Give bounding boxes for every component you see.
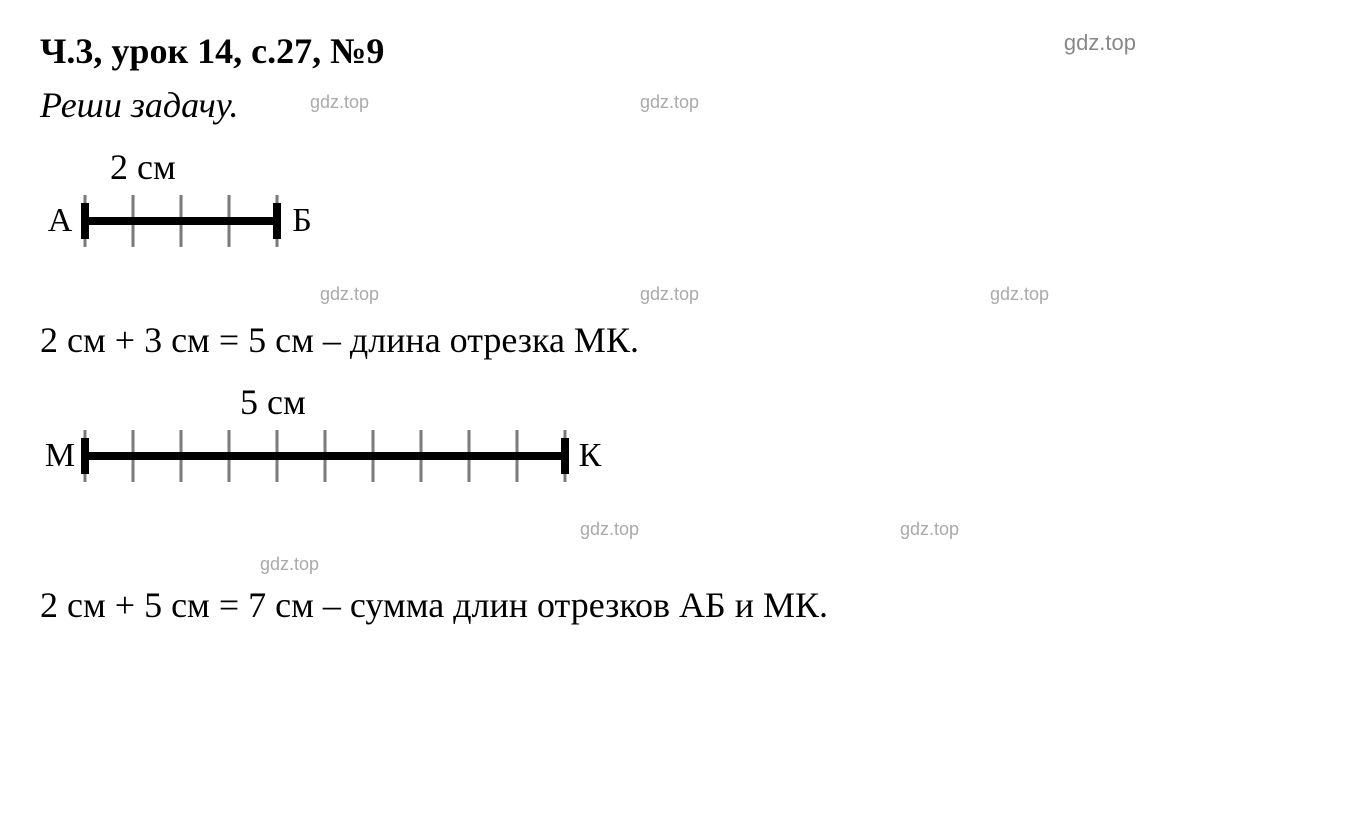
equation-line: 2 см + 5 см = 7 см – сумма длин отрезков… (40, 584, 1316, 626)
watermark-row: gdz.top gdz.top (40, 519, 1316, 549)
watermark: gdz.top (640, 92, 699, 113)
watermark: gdz.top (1064, 30, 1136, 56)
watermark: gdz.top (990, 284, 1049, 305)
watermark: gdz.top (310, 92, 369, 113)
endpoint-label-right: Б (282, 202, 322, 240)
segment-mk: 5 см М К (40, 381, 1316, 484)
watermark: gdz.top (640, 284, 699, 305)
watermark-row: gdz.top (40, 554, 1316, 579)
watermark: gdz.top (900, 519, 959, 540)
endpoint-label-left: А (40, 202, 80, 240)
instruction-text: Реши задачу. (40, 85, 239, 125)
instruction: Реши задачу. gdz.top gdz.top (40, 84, 1316, 126)
segment-ab: 2 см А Б (40, 146, 1316, 249)
equation-text: 2 см + 5 см = 7 см – сумма длин отрезков… (40, 585, 828, 625)
watermark: gdz.top (580, 519, 639, 540)
watermark: gdz.top (260, 554, 319, 575)
segment-length-label: 2 см (110, 146, 1316, 188)
segment-diagram (80, 193, 282, 249)
equation-line: 2 см + 3 см = 5 см – длина отрезка МК. (40, 319, 1316, 361)
segment-diagram (80, 428, 570, 484)
endpoint-label-left: М (40, 437, 80, 475)
header-text: Ч.3, урок 14, с.27, №9 (40, 31, 384, 71)
segment-length-label: 5 см (240, 381, 1316, 423)
endpoint-label-right: К (570, 437, 610, 475)
header: Ч.3, урок 14, с.27, №9 gdz.top (40, 30, 1316, 72)
equation-text: 2 см + 3 см = 5 см – длина отрезка МК. (40, 320, 639, 360)
watermark: gdz.top (320, 284, 379, 305)
segment-row: А Б (40, 193, 1316, 249)
watermark-row: gdz.top gdz.top gdz.top (40, 284, 1316, 314)
segment-row: М К (40, 428, 1316, 484)
